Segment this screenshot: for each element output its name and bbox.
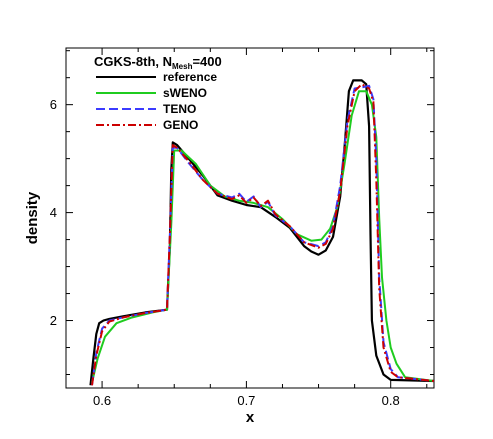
legend-label: TENO [163,102,196,116]
legend: CGKS-8th, NMesh=400 reference sWENO TENO GE… [94,54,222,132]
x-axis-title: x [246,409,255,426]
series-line-reference [89,79,434,386]
plot-frame [65,47,435,389]
x-tick-label: 0.8 [382,393,400,408]
y-tick-label: 4 [50,205,57,220]
x-tick-label: 0.6 [93,393,111,408]
y-axis-title: density [24,191,41,244]
series-line-geno [91,83,434,386]
series-line-teno [91,84,434,386]
legend-label: sWENO [163,86,207,100]
series-layer [89,79,434,386]
legend-label: GENO [163,118,198,132]
legend-label: reference [163,70,217,84]
axis-ticks: 0.6 0.7 0.8 2 4 6 [50,48,434,408]
legend-title: CGKS-8th, NMesh=400 [94,54,222,71]
y-tick-label: 6 [50,97,57,112]
x-tick-label: 0.7 [237,393,255,408]
y-tick-label: 2 [50,313,57,328]
